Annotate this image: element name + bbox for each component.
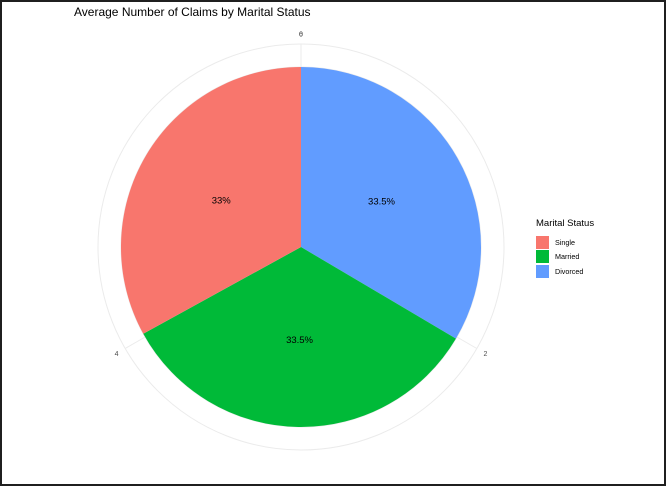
pie-slice-single [121, 67, 302, 334]
legend-label-single: Single [555, 237, 575, 247]
pie-slice-married [143, 247, 456, 427]
legend-key-single [536, 235, 549, 249]
angular-tick-label-2: 2 [484, 351, 488, 358]
slice-label-single: 33% [212, 195, 232, 206]
slice-label-divorced: 33.5% [368, 197, 395, 208]
legend-label-married: Married [555, 252, 580, 262]
legend-key-divorced [536, 264, 549, 278]
slice-labels: 33.5% 33.5% 33% [212, 195, 396, 346]
angular-gridline-2 [124, 336, 146, 349]
legend-item-single: Single [536, 235, 594, 250]
legend-label-divorced: Divorced [555, 266, 584, 276]
angular-tick-label-6: 6 [299, 32, 303, 39]
legend: Marital Status Single Married Divorced [536, 218, 594, 279]
legend-item-divorced: Divorced [536, 264, 594, 279]
legend-title: Marital Status [536, 218, 595, 229]
angular-ticks: 0 2 4 6 [115, 32, 488, 359]
chart-title: Average Number of Claims by Marital Stat… [74, 5, 311, 19]
pie-slices [121, 67, 482, 427]
slice-label-married: 33.5% [286, 335, 313, 346]
angular-tick-label-4: 4 [115, 351, 119, 358]
angular-tick-label-0: 0 [299, 32, 303, 39]
legend-item-married: Married [536, 250, 594, 265]
angular-gridline-1 [456, 336, 478, 349]
pie-slice-divorced [301, 67, 482, 339]
legend-items: Single Married Divorced [536, 235, 594, 279]
legend-key-married [536, 250, 549, 264]
